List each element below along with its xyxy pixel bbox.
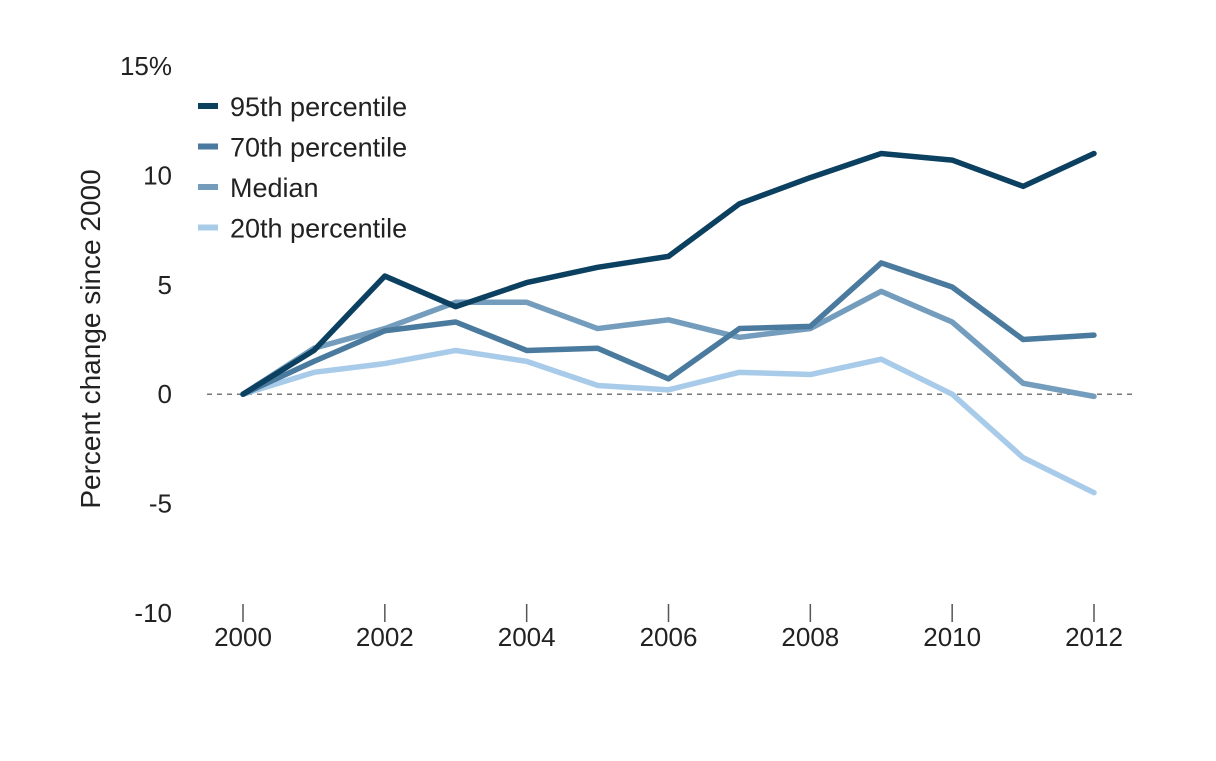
y-axis-title: Percent change since 2000: [75, 169, 106, 508]
x-tick-label: 2012: [1065, 622, 1123, 652]
legend-label: 70th percentile: [230, 133, 407, 163]
legend-label: Median: [230, 173, 319, 203]
y-axis-ticks: -10 -5 0 5 10 15%: [120, 51, 172, 628]
x-tick-label: 2004: [498, 622, 556, 652]
y-tick-label: 5: [158, 270, 172, 300]
legend-label: 95th percentile: [230, 92, 407, 122]
x-tick-label: 2000: [214, 622, 272, 652]
x-tick-label: 2010: [923, 622, 981, 652]
x-tick-label: 2002: [356, 622, 414, 652]
x-tick-label: 2008: [781, 622, 839, 652]
series-line-1: [240, 260, 1097, 397]
y-tick-label: -5: [149, 489, 172, 519]
y-tick-label: -10: [134, 598, 172, 628]
legend-label: 20th percentile: [230, 214, 407, 244]
series-line-3: [240, 347, 1097, 496]
series-line-0: [240, 150, 1097, 397]
x-axis-ticks: 2000 2002 2004 2006 2008 2010 2012: [214, 604, 1123, 652]
y-tick-label: 15%: [120, 51, 172, 81]
series-lines: [240, 150, 1097, 496]
y-tick-label: 0: [158, 379, 172, 409]
legend: 95th percentile 70th percentile Median 20th…: [198, 92, 407, 244]
y-tick-label: 10: [143, 160, 172, 190]
x-tick-label: 2006: [640, 622, 698, 652]
